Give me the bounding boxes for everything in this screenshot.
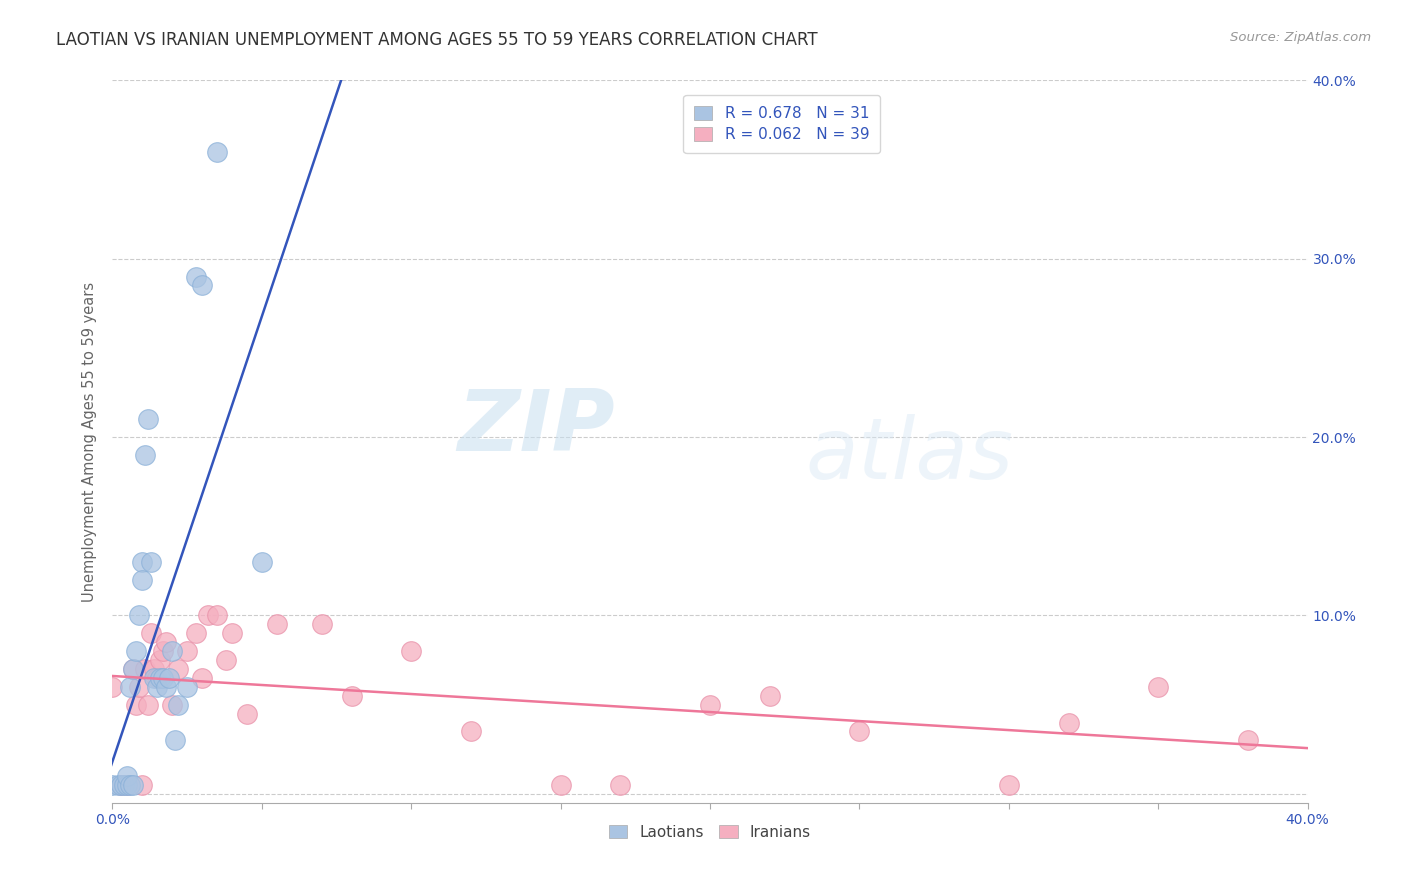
Point (143, 662, 166, 676)
Text: ZIP: ZIP (457, 385, 614, 468)
Point (117, 778, 139, 792)
Point (125, 644, 148, 658)
Point (176, 644, 198, 658)
Point (101, 680, 124, 694)
Point (120, 778, 142, 792)
Point (157, 671, 180, 685)
Y-axis label: Unemployment Among Ages 55 to 59 years: Unemployment Among Ages 55 to 59 years (82, 282, 97, 601)
Point (191, 671, 214, 685)
Point (186, 626, 208, 640)
Point (101, 778, 124, 792)
Point (460, 724, 482, 739)
Point (155, 680, 177, 694)
Point (138, 698, 160, 712)
Point (143, 671, 166, 685)
Point (699, 698, 721, 712)
Point (550, 778, 572, 792)
Point (311, 617, 333, 632)
Point (146, 680, 169, 694)
Point (266, 617, 288, 632)
Point (186, 269, 208, 284)
Point (152, 644, 174, 658)
Point (149, 653, 172, 667)
Point (215, 653, 238, 667)
Point (152, 671, 174, 685)
Point (848, 724, 870, 739)
Point (131, 573, 153, 587)
Point (162, 644, 183, 658)
Point (155, 635, 177, 649)
Point (149, 671, 172, 685)
Point (141, 555, 163, 569)
Point (205, 608, 228, 623)
Point (117, 778, 139, 792)
Point (122, 662, 145, 676)
Point (1237, 733, 1260, 747)
Point (998, 778, 1021, 792)
Point (191, 278, 214, 293)
Point (1057, 715, 1080, 730)
Text: LAOTIAN VS IRANIAN UNEMPLOYMENT AMONG AGES 55 TO 59 YEARS CORRELATION CHART: LAOTIAN VS IRANIAN UNEMPLOYMENT AMONG AG… (56, 31, 818, 49)
Point (134, 448, 156, 462)
Point (128, 608, 150, 623)
Point (122, 778, 145, 792)
Point (197, 608, 219, 623)
Point (134, 662, 156, 676)
Text: Source: ZipAtlas.com: Source: ZipAtlas.com (1230, 31, 1371, 45)
Point (125, 698, 148, 712)
Point (205, 145, 228, 159)
Point (110, 778, 132, 792)
Point (401, 644, 423, 658)
Point (138, 412, 160, 426)
Point (167, 698, 190, 712)
Point (340, 689, 363, 703)
Point (117, 769, 139, 783)
Point (110, 778, 132, 792)
Point (221, 626, 243, 640)
Point (131, 778, 153, 792)
Point (114, 778, 135, 792)
Point (236, 706, 259, 721)
Point (122, 662, 145, 676)
Point (141, 626, 163, 640)
Point (131, 555, 153, 569)
Point (1147, 680, 1170, 694)
Point (120, 680, 142, 694)
Point (128, 680, 150, 694)
Point (146, 671, 169, 685)
Point (107, 778, 129, 792)
Legend: Laotians, Iranians: Laotians, Iranians (603, 819, 817, 846)
Point (176, 680, 198, 694)
Point (165, 733, 187, 747)
Point (162, 698, 183, 712)
Point (167, 662, 190, 676)
Point (250, 555, 273, 569)
Point (759, 689, 782, 703)
Point (609, 778, 631, 792)
Text: atlas: atlas (806, 415, 1014, 498)
